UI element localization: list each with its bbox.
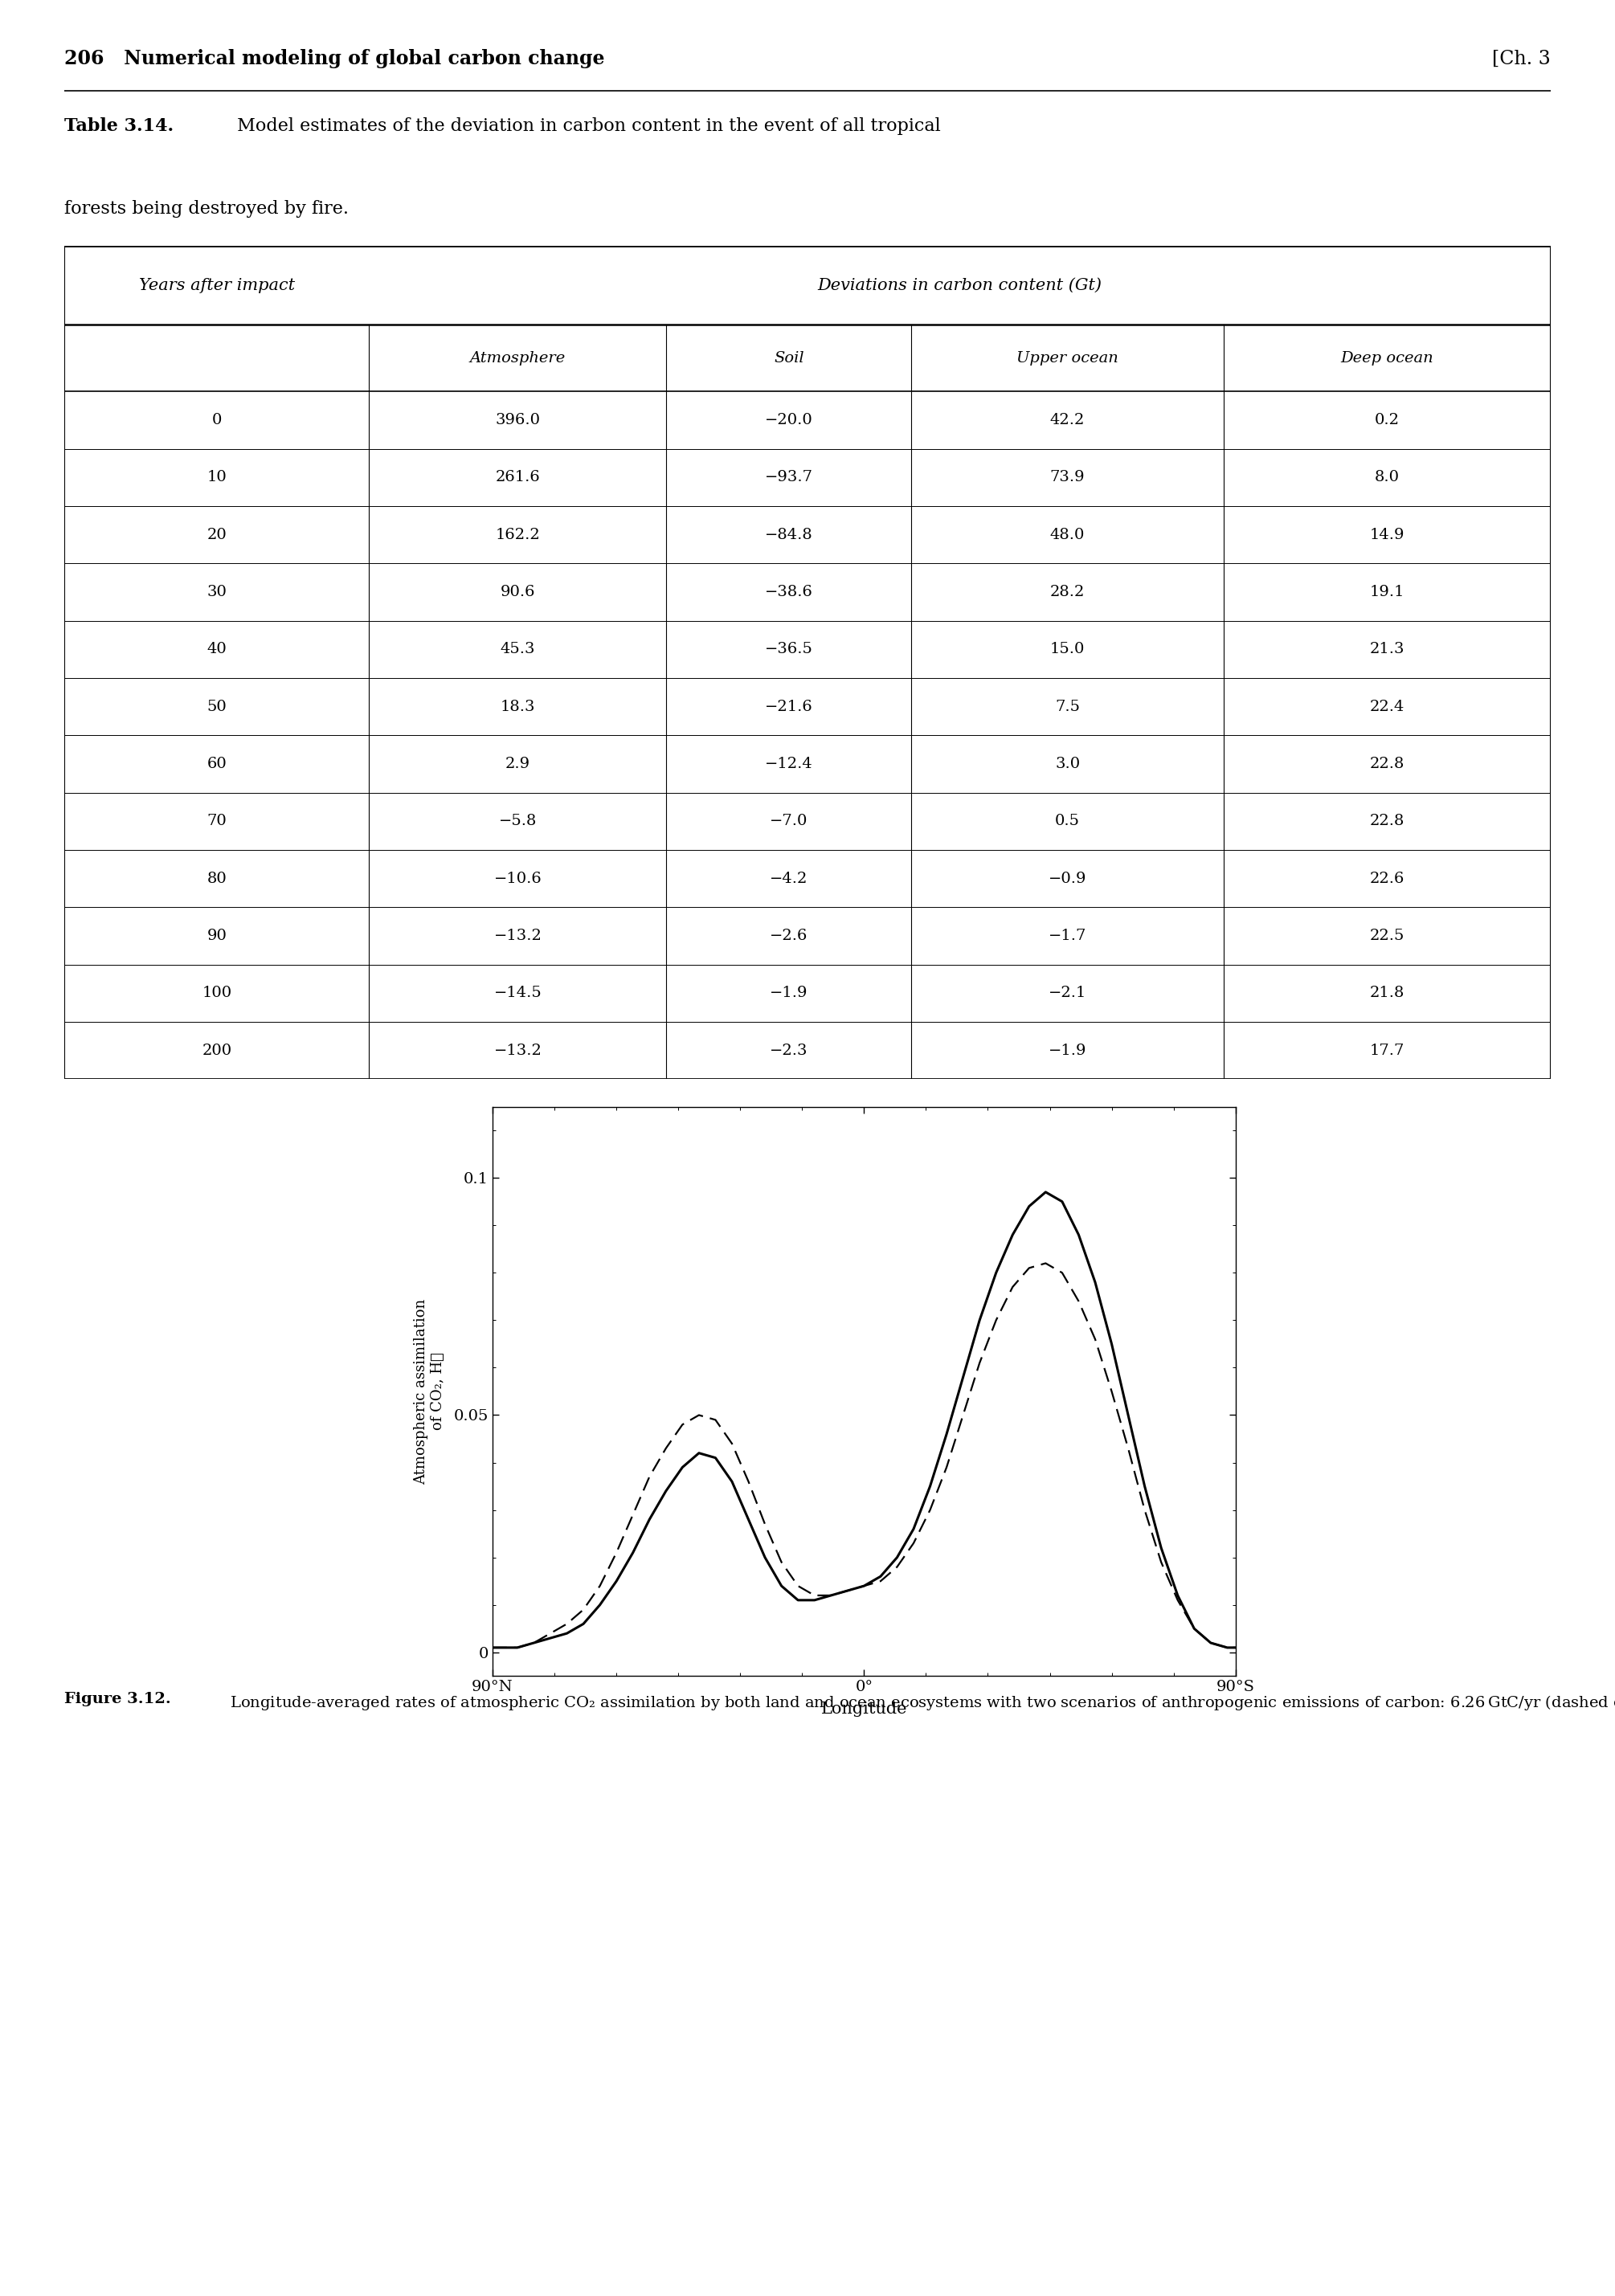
Text: −13.2: −13.2 bbox=[494, 928, 541, 944]
Text: Years after impact: Years after impact bbox=[139, 278, 296, 294]
Text: 22.8: 22.8 bbox=[1370, 758, 1405, 771]
Text: 45.3: 45.3 bbox=[501, 643, 535, 657]
Text: 8.0: 8.0 bbox=[1374, 471, 1400, 484]
Text: 21.8: 21.8 bbox=[1370, 985, 1405, 1001]
Text: Soil: Soil bbox=[774, 351, 804, 365]
Text: 48.0: 48.0 bbox=[1050, 528, 1085, 542]
Text: Table 3.14.: Table 3.14. bbox=[65, 117, 174, 135]
Text: −10.6: −10.6 bbox=[494, 872, 541, 886]
Text: 7.5: 7.5 bbox=[1055, 700, 1080, 714]
Text: −2.6: −2.6 bbox=[770, 928, 808, 944]
Text: 19.1: 19.1 bbox=[1370, 585, 1405, 599]
Text: 73.9: 73.9 bbox=[1050, 471, 1085, 484]
Text: 3.0: 3.0 bbox=[1055, 758, 1080, 771]
Text: 0.5: 0.5 bbox=[1055, 815, 1080, 829]
Text: 20: 20 bbox=[207, 528, 226, 542]
Text: −5.8: −5.8 bbox=[499, 815, 536, 829]
Text: Atmosphere: Atmosphere bbox=[470, 351, 565, 365]
Text: 70: 70 bbox=[207, 815, 226, 829]
Text: −1.9: −1.9 bbox=[1048, 1042, 1087, 1058]
X-axis label: Longitude: Longitude bbox=[820, 1701, 908, 1717]
Text: −14.5: −14.5 bbox=[494, 985, 541, 1001]
Text: −4.2: −4.2 bbox=[770, 872, 808, 886]
Text: 22.5: 22.5 bbox=[1370, 928, 1405, 944]
Text: 396.0: 396.0 bbox=[496, 413, 541, 427]
Text: 0.2: 0.2 bbox=[1374, 413, 1400, 427]
Text: 18.3: 18.3 bbox=[501, 700, 535, 714]
Text: 10: 10 bbox=[207, 471, 226, 484]
Text: 60: 60 bbox=[207, 758, 226, 771]
Text: 261.6: 261.6 bbox=[496, 471, 539, 484]
Text: −84.8: −84.8 bbox=[766, 528, 812, 542]
Text: −1.9: −1.9 bbox=[770, 985, 808, 1001]
Text: 42.2: 42.2 bbox=[1050, 413, 1085, 427]
Text: Upper ocean: Upper ocean bbox=[1016, 351, 1119, 365]
Text: −20.0: −20.0 bbox=[766, 413, 812, 427]
Text: −13.2: −13.2 bbox=[494, 1042, 541, 1058]
Text: 90.6: 90.6 bbox=[501, 585, 535, 599]
Text: 80: 80 bbox=[207, 872, 226, 886]
Text: [Ch. 3: [Ch. 3 bbox=[1492, 48, 1550, 69]
Text: 200: 200 bbox=[202, 1042, 233, 1058]
Text: 22.6: 22.6 bbox=[1370, 872, 1405, 886]
Text: Deviations in carbon content (Gt): Deviations in carbon content (Gt) bbox=[817, 278, 1101, 294]
Y-axis label: Atmospheric assimilation
of CO₂, H⁁: Atmospheric assimilation of CO₂, H⁁ bbox=[413, 1300, 444, 1483]
Text: Deep ocean: Deep ocean bbox=[1340, 351, 1434, 365]
Text: 15.0: 15.0 bbox=[1050, 643, 1085, 657]
Text: 30: 30 bbox=[207, 585, 226, 599]
Text: 22.8: 22.8 bbox=[1370, 815, 1405, 829]
Text: −38.6: −38.6 bbox=[766, 585, 812, 599]
Text: Longitude-averaged rates of atmospheric CO₂ assimilation by both land and ocean : Longitude-averaged rates of atmospheric … bbox=[224, 1692, 1615, 1715]
Text: −21.6: −21.6 bbox=[766, 700, 812, 714]
Text: −36.5: −36.5 bbox=[766, 643, 812, 657]
Text: Model estimates of the deviation in carbon content in the event of all tropical: Model estimates of the deviation in carb… bbox=[231, 117, 940, 135]
Text: −7.0: −7.0 bbox=[770, 815, 808, 829]
Text: forests being destroyed by fire.: forests being destroyed by fire. bbox=[65, 200, 349, 218]
Text: −2.3: −2.3 bbox=[770, 1042, 808, 1058]
Text: 2.9: 2.9 bbox=[505, 758, 530, 771]
Text: 0: 0 bbox=[212, 413, 221, 427]
Text: 100: 100 bbox=[202, 985, 233, 1001]
Text: 162.2: 162.2 bbox=[496, 528, 539, 542]
Text: −93.7: −93.7 bbox=[766, 471, 812, 484]
Text: 14.9: 14.9 bbox=[1370, 528, 1405, 542]
Text: −1.7: −1.7 bbox=[1048, 928, 1087, 944]
Text: 90: 90 bbox=[207, 928, 226, 944]
Text: −2.1: −2.1 bbox=[1048, 985, 1087, 1001]
Text: 21.3: 21.3 bbox=[1370, 643, 1405, 657]
Text: 22.4: 22.4 bbox=[1370, 700, 1405, 714]
Text: −0.9: −0.9 bbox=[1048, 872, 1087, 886]
Text: 28.2: 28.2 bbox=[1050, 585, 1085, 599]
Text: 50: 50 bbox=[207, 700, 226, 714]
Text: −12.4: −12.4 bbox=[766, 758, 812, 771]
Text: 17.7: 17.7 bbox=[1370, 1042, 1405, 1058]
Text: Figure 3.12.: Figure 3.12. bbox=[65, 1692, 171, 1706]
Text: 206   Numerical modeling of global carbon change: 206 Numerical modeling of global carbon … bbox=[65, 48, 606, 69]
Text: 40: 40 bbox=[207, 643, 226, 657]
